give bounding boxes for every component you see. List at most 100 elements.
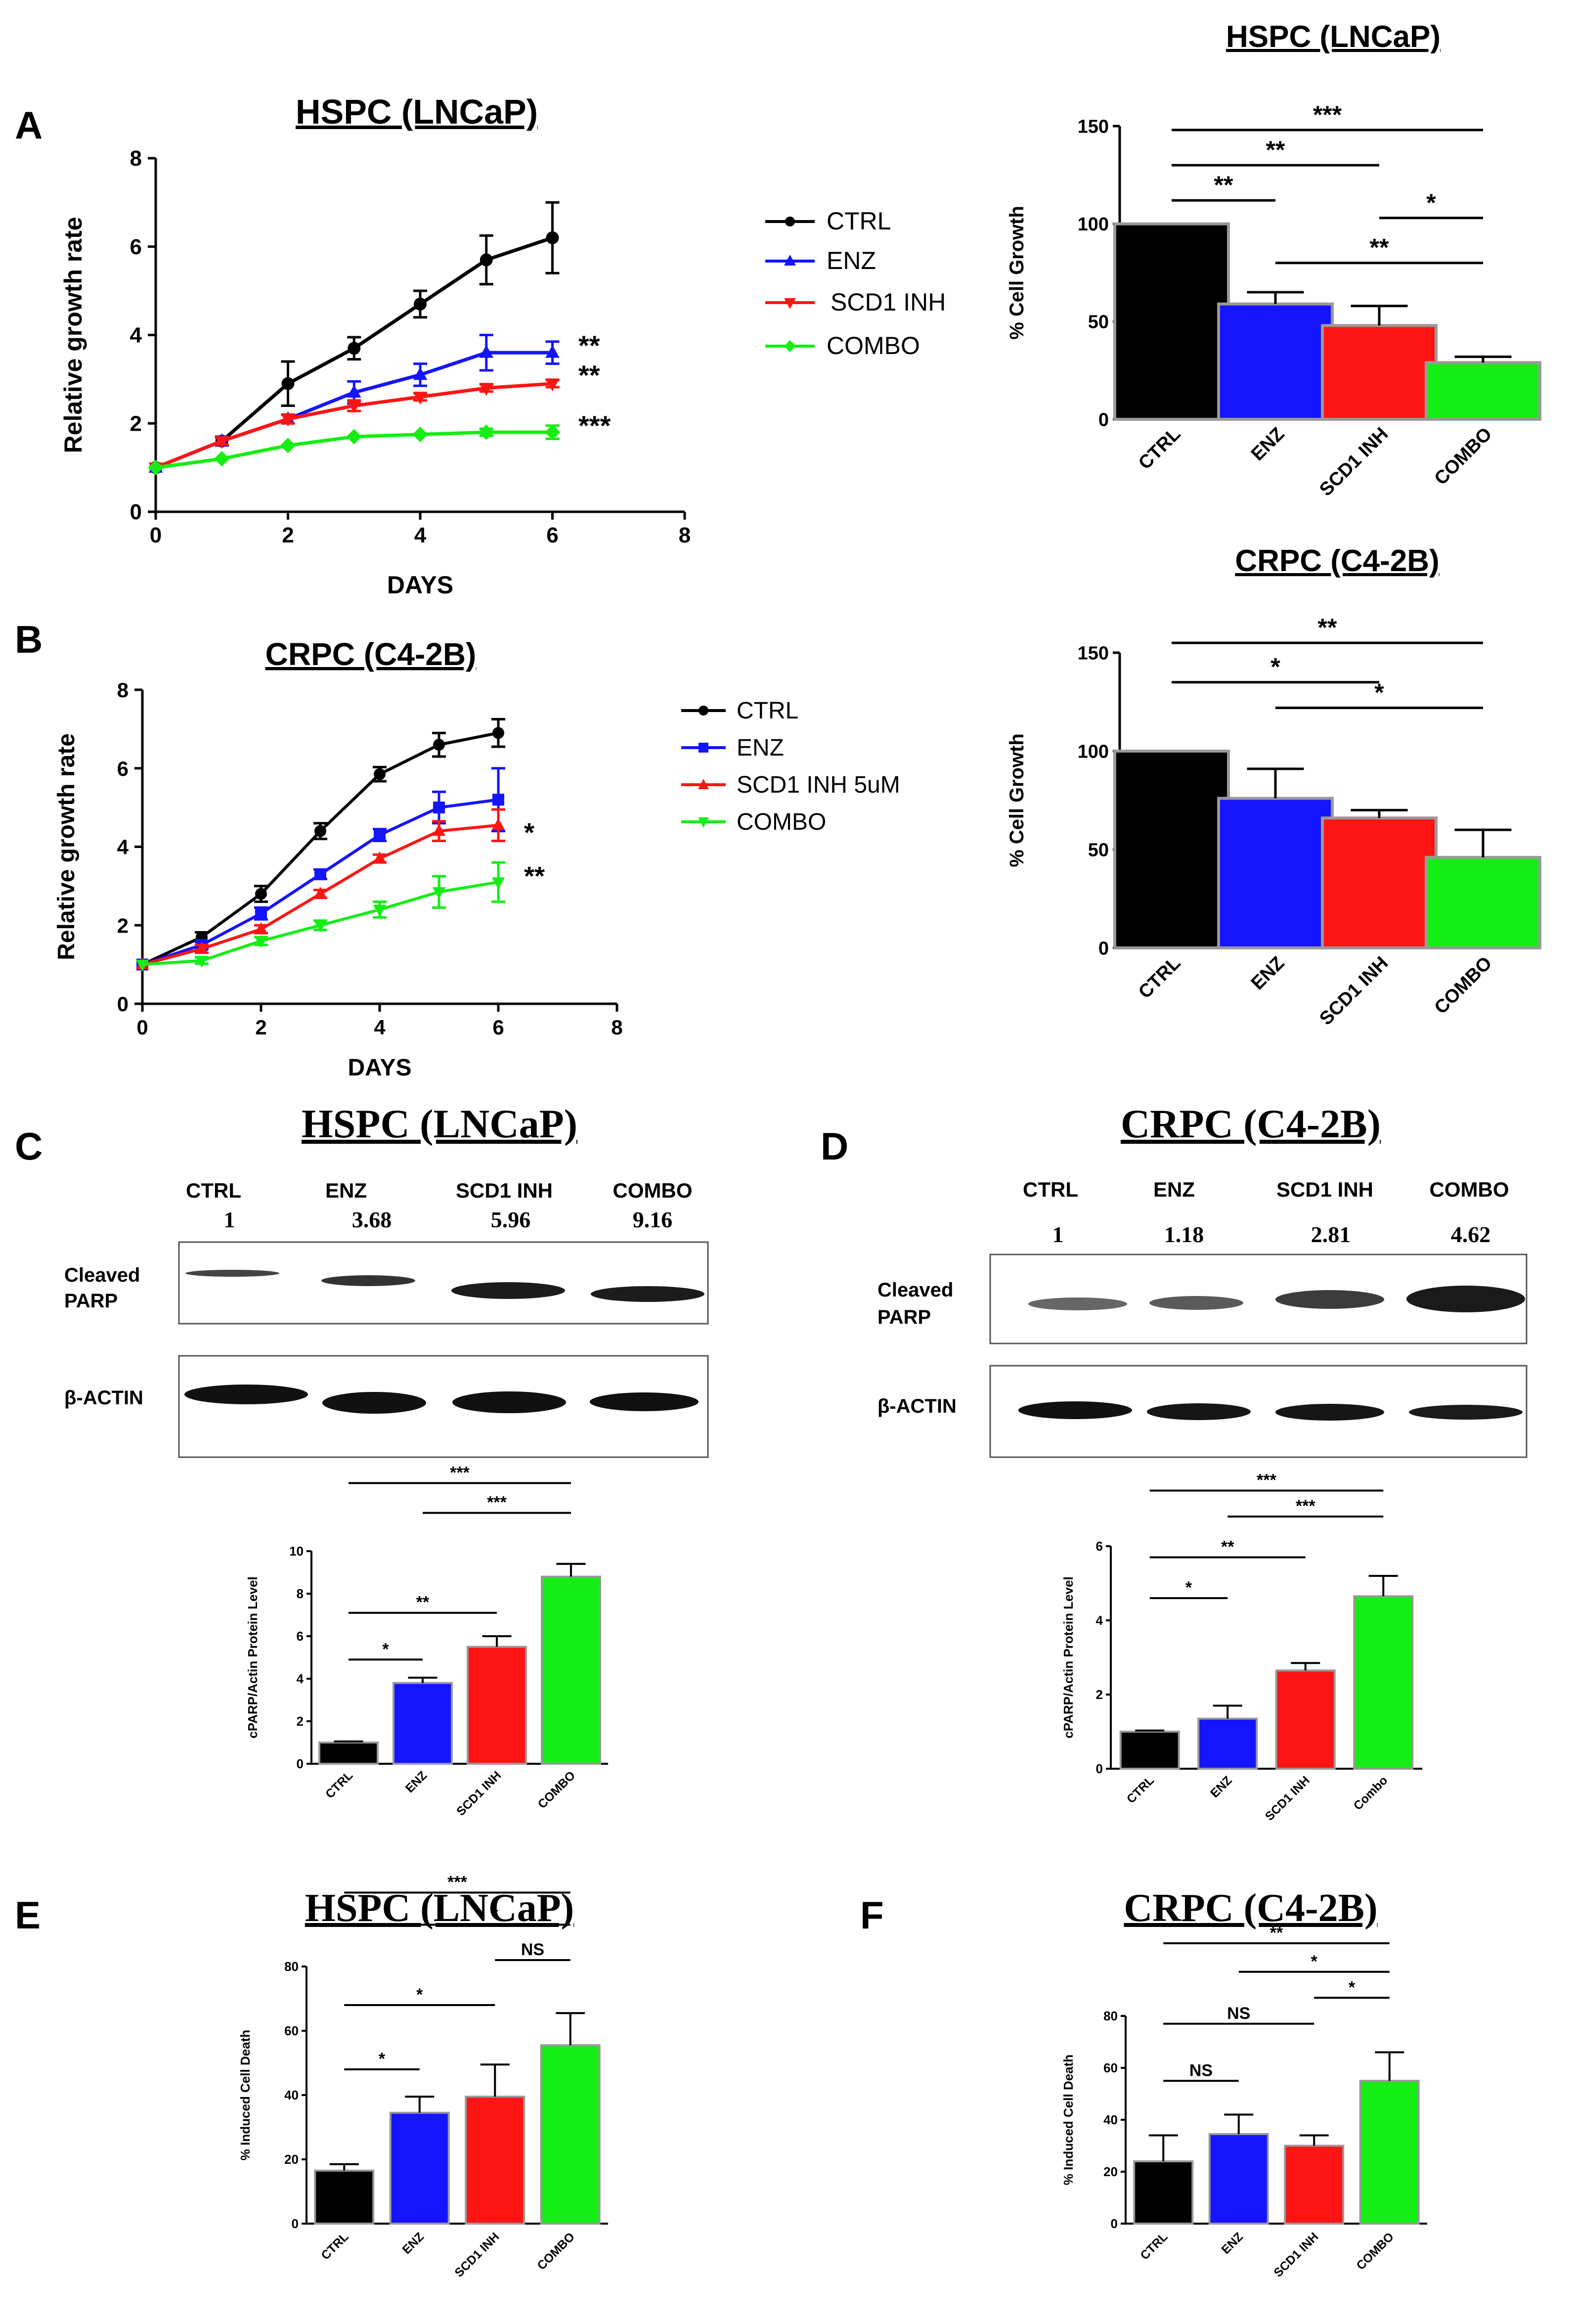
legend-label-combo: COMBO xyxy=(737,809,826,835)
lane-label: COMBO xyxy=(613,1179,693,1202)
blot-band xyxy=(185,1270,279,1277)
y-tick-label: 4 xyxy=(117,836,129,859)
y-tick-label: 6 xyxy=(130,235,142,259)
data-point xyxy=(214,451,230,467)
y-tick-label: 2 xyxy=(297,1714,304,1729)
y-tick-label: 150 xyxy=(1078,116,1109,137)
significance-label: ** xyxy=(1370,234,1389,262)
series-ctrl xyxy=(136,718,505,971)
significance-label: ** xyxy=(578,359,600,391)
legend-a: CTRL ENZ SCD1 INH COMBO xyxy=(765,207,946,359)
blot-membrane xyxy=(178,1241,709,1325)
legend-label-enz: ENZ xyxy=(737,735,784,761)
y-tick-label: 6 xyxy=(1096,1539,1103,1554)
x-tick-label: 6 xyxy=(546,523,558,547)
significance-label: ** xyxy=(1266,136,1285,164)
y-tick-label: 20 xyxy=(284,2152,299,2167)
data-point xyxy=(254,922,268,934)
x-tick-label: 0 xyxy=(136,1016,148,1039)
category-label: COMBO xyxy=(1431,953,1496,1019)
quant-value: 3.68 xyxy=(352,1207,392,1232)
category-label: COMBO xyxy=(535,1769,578,1811)
blot-row-label: β-ACTIN xyxy=(877,1395,957,1417)
quant-value: 4.62 xyxy=(1451,1222,1491,1247)
bar-chart-A_bar: 0 50 100 150 % Cell Growth CTRL ENZ SCD1 INH COM… xyxy=(1006,101,1541,500)
significance-label: *** xyxy=(578,410,611,441)
category-label: SCD1 INH xyxy=(1271,2230,1321,2280)
bar-ctrl xyxy=(1119,1731,1180,1770)
y-tick-label: 0 xyxy=(130,500,142,524)
blot-band xyxy=(1147,1403,1251,1420)
panel-letter-d: D xyxy=(821,1124,848,1168)
blot-row-label: PARP xyxy=(64,1290,118,1312)
significance-label: ** xyxy=(524,861,545,891)
significance-label: * xyxy=(1426,189,1436,217)
data-point xyxy=(254,936,268,948)
title-c: HSPC (LNCaP) xyxy=(302,1101,577,1146)
bar-combo xyxy=(1353,1595,1414,1770)
category-label: SCD1 INH xyxy=(1263,1774,1312,1824)
lane-label: CTRL xyxy=(186,1179,241,1202)
blot-c: CTRL ENZ SCD1 INH COMBO 1 3.68 5.96 9.16… xyxy=(64,1179,709,1458)
bar-enz xyxy=(393,1682,453,1765)
significance-label: ** xyxy=(1221,1538,1234,1557)
blot-row-label: PARP xyxy=(877,1306,931,1328)
data-point xyxy=(313,887,327,899)
y-tick-label: 0 xyxy=(117,992,129,1016)
panel-letter-c: C xyxy=(15,1124,43,1168)
title-b-line: CRPC (C4-2B) xyxy=(265,636,477,672)
bar-chart-F_bar: 0 20 40 60 80 % Induced Cell Death CTRL ENZ SCD1… xyxy=(1061,1923,1427,2280)
blot-band xyxy=(1406,1286,1525,1312)
data-point xyxy=(492,727,504,739)
data-point xyxy=(479,383,494,396)
blot-row-label: β-ACTIN xyxy=(64,1387,143,1409)
bar-chart-C_bar: 0 2 4 6 8 10 cPARP/Actin Protein Level CTRL ENZ S… xyxy=(245,1463,608,1819)
category-label: CTRL xyxy=(323,1769,356,1801)
y-axis-label: Relative growth rate xyxy=(59,217,87,453)
data-point xyxy=(148,460,164,476)
data-point xyxy=(413,392,428,405)
y-tick-label: 50 xyxy=(1088,312,1109,333)
bar-ctrl xyxy=(1113,222,1230,421)
lane-label: SCD1 INH xyxy=(1276,1178,1373,1201)
significance-label: ** xyxy=(1270,1923,1283,1942)
y-tick-label: 80 xyxy=(284,1959,299,1974)
y-tick-label: 100 xyxy=(1078,214,1109,235)
data-point xyxy=(373,851,387,863)
blot-d: CTRL ENZ SCD1 INH COMBO 1 1.18 2.81 4.62… xyxy=(877,1178,1528,1458)
significance-label: NS xyxy=(1189,2061,1213,2080)
bar-combo xyxy=(1359,2080,1420,2225)
data-point xyxy=(195,941,209,954)
blot-band xyxy=(1149,1296,1243,1310)
category-label: ENZ xyxy=(1247,953,1288,994)
blot-band xyxy=(451,1282,565,1299)
x-tick-label: 2 xyxy=(282,523,294,547)
bar-combo xyxy=(1425,855,1541,950)
legend-b: CTRL ENZ SCD1 INH 5uM COMBO xyxy=(681,698,900,835)
data-point xyxy=(492,794,504,806)
data-point xyxy=(215,436,229,449)
category-label: ENZ xyxy=(1208,1774,1234,1800)
data-point xyxy=(347,401,361,414)
y-tick-label: 2 xyxy=(130,411,142,436)
y-axis-label: % Induced Cell Death xyxy=(1061,2055,1076,2185)
category-label: SCD1 INH xyxy=(1315,424,1392,500)
data-point xyxy=(544,424,561,440)
x-tick-label: 6 xyxy=(492,1016,504,1039)
panel-letter-f: F xyxy=(860,1893,884,1937)
y-tick-label: 60 xyxy=(1103,2060,1118,2075)
significance-label: ** xyxy=(1318,614,1337,641)
x-tick-label: 2 xyxy=(255,1016,266,1039)
y-tick-label: 4 xyxy=(130,323,142,348)
bar-scd1 xyxy=(467,1646,527,1765)
y-tick-label: 150 xyxy=(1078,643,1109,664)
y-tick-label: 4 xyxy=(297,1671,304,1686)
x-tick-label: 0 xyxy=(150,523,162,547)
significance-label: * xyxy=(1185,1578,1192,1597)
x-tick-label: 8 xyxy=(679,523,691,547)
y-axis-label: % Cell Growth xyxy=(1006,733,1028,867)
bar-chart-E_bar: 0 20 40 60 80 % Induced Cell Death CTRL ENZ SCD1… xyxy=(238,1873,608,2280)
significance-label: NS xyxy=(1227,2004,1250,2023)
